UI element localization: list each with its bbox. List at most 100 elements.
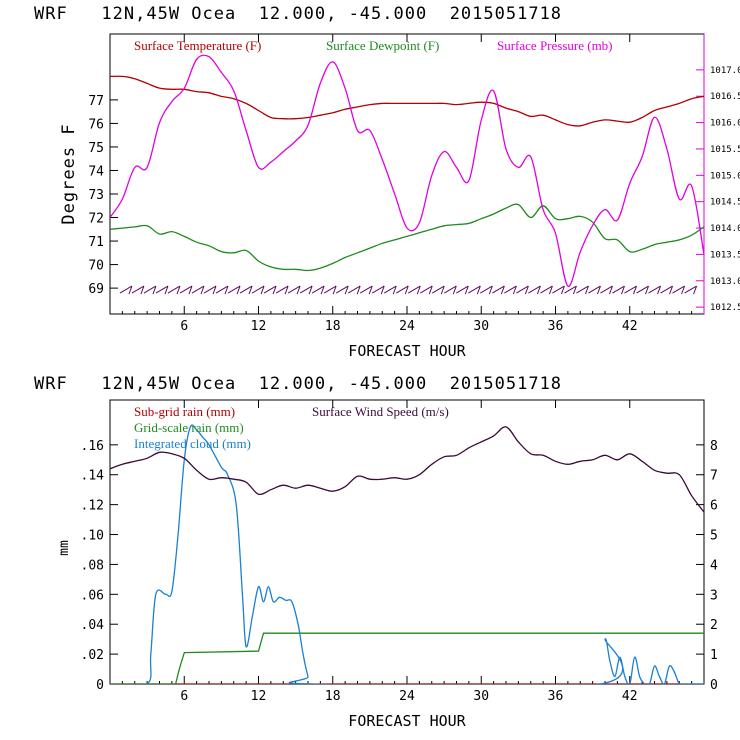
- y2-tick-label: 1017.0: [710, 66, 740, 76]
- wind-barb: [432, 285, 445, 294]
- wind-barb-flag: [284, 285, 289, 295]
- dewpoint-line: [110, 203, 704, 272]
- wind-barb: [191, 285, 205, 294]
- y-axis-label: mm: [57, 540, 72, 556]
- y2-tick-label: 1013.5: [710, 250, 740, 260]
- y-tick-label: 0: [96, 678, 104, 693]
- legend-entry: Integrated cloud (mm): [134, 436, 251, 451]
- wind-barb: [528, 285, 541, 294]
- wind-barb: [299, 285, 313, 294]
- wind-barb-flag: [344, 285, 349, 295]
- y-tick-label: .14: [81, 469, 105, 484]
- y2-tick-label: 2: [710, 618, 718, 633]
- y2-tick-label: 5: [710, 529, 718, 544]
- wind-barb: [359, 285, 373, 294]
- wind-barb: [179, 285, 193, 294]
- y-tick-label: .08: [81, 558, 104, 573]
- y2-tick-label: 7: [710, 469, 718, 484]
- wind-barb-flag: [164, 285, 169, 295]
- y-tick-label: .04: [81, 618, 105, 633]
- wind-barb: [227, 285, 241, 294]
- wind-barb: [419, 285, 433, 294]
- bottom-panel-title: WRF 12N,45W Ocea 12.000, -45.000 2015051…: [34, 374, 563, 394]
- wind-barb-flag: [536, 285, 541, 295]
- legend-entry: Surface Dewpoint (F): [326, 38, 439, 53]
- wind-barb: [576, 285, 589, 294]
- x-tick-label: 36: [548, 689, 564, 704]
- wind-barb-flag: [392, 285, 397, 295]
- wind-barb: [275, 285, 289, 294]
- y-axis-label: Degrees F: [59, 123, 79, 224]
- y-tick-label: 69: [88, 282, 104, 297]
- wind-barb-flag: [152, 285, 157, 295]
- y-tick-label: .06: [81, 588, 104, 603]
- y2-tick-label: 3: [710, 588, 718, 603]
- y2-tick-label: 4: [710, 558, 718, 573]
- wind-barb: [395, 285, 409, 294]
- wind-barb: [480, 285, 493, 294]
- wind-barb: [215, 285, 229, 294]
- wind-barb-flag: [380, 285, 385, 295]
- x-tick-label: 6: [180, 689, 188, 704]
- x-tick-label: 6: [180, 319, 188, 334]
- wind-barb: [143, 285, 157, 294]
- wind-barb: [468, 285, 481, 294]
- wind-barb-flag: [440, 285, 445, 295]
- wind-barb-flag: [608, 285, 613, 295]
- temperature-line: [110, 75, 704, 127]
- wind-barb: [504, 285, 517, 294]
- wind-barb-flag: [657, 285, 661, 295]
- wind-barb-flag: [368, 285, 373, 295]
- x-tick-label: 36: [548, 319, 564, 334]
- x-tick-label: 12: [251, 319, 267, 334]
- wind-barb-flag: [572, 285, 577, 295]
- wind-barb: [119, 285, 133, 294]
- y-tick-label: .02: [81, 648, 104, 663]
- wind-barb-flag: [693, 285, 698, 295]
- y2-tick-label: 1013.0: [710, 277, 740, 287]
- wind-barb: [492, 285, 505, 294]
- y2-tick-label: 6: [710, 499, 718, 514]
- wind-barb: [636, 285, 649, 294]
- x-tick-label: 12: [251, 689, 267, 704]
- y2-tick-label: 1014.0: [710, 224, 740, 234]
- wind-barb-flag: [296, 285, 301, 295]
- x-tick-label: 30: [473, 689, 489, 704]
- wind-barb-flag: [633, 285, 637, 295]
- wind-barb: [600, 285, 613, 294]
- wind-barb: [155, 285, 169, 294]
- x-axis-label: FORECAST HOUR: [348, 712, 466, 730]
- x-tick-label: 18: [325, 689, 341, 704]
- wind-barb: [612, 285, 625, 294]
- wind-barb-flag: [596, 285, 601, 295]
- wind-barb-flag: [416, 285, 421, 295]
- wind-barb-flag: [524, 285, 529, 295]
- y-tick-label: .10: [81, 529, 104, 544]
- wind-barb-flag: [356, 285, 361, 295]
- wind-barb: [323, 285, 337, 294]
- wind-barb: [251, 285, 265, 294]
- x-tick-label: 30: [473, 319, 489, 334]
- y2-tick-label: 0: [710, 678, 718, 693]
- wind-barb-flag: [500, 285, 505, 295]
- x-tick-label: 18: [325, 319, 341, 334]
- x-axis-label: FORECAST HOUR: [348, 342, 466, 360]
- wind-barb-flag: [452, 285, 457, 295]
- x-tick-label: 24: [399, 319, 415, 334]
- wind-barb: [552, 285, 565, 294]
- y-tick-label: .12: [81, 499, 104, 514]
- top-panel-title: WRF 12N,45W Ocea 12.000, -45.000 2015051…: [34, 4, 563, 24]
- wind-barb: [456, 285, 469, 294]
- y-tick-label: 76: [88, 117, 104, 132]
- wind-barb-flag: [272, 285, 277, 295]
- wind-barb: [131, 285, 145, 294]
- wind-barb-flag: [308, 285, 313, 295]
- legend-entry: Surface Pressure (mb): [497, 38, 613, 53]
- wind-barb: [239, 285, 253, 294]
- x-tick-label: 24: [399, 689, 415, 704]
- y2-tick-label: 1015.5: [710, 145, 740, 155]
- wind-barb-flag: [621, 285, 625, 295]
- legend-entry: Surface Wind Speed (m/s): [312, 404, 449, 419]
- wind-barb-flag: [476, 285, 481, 295]
